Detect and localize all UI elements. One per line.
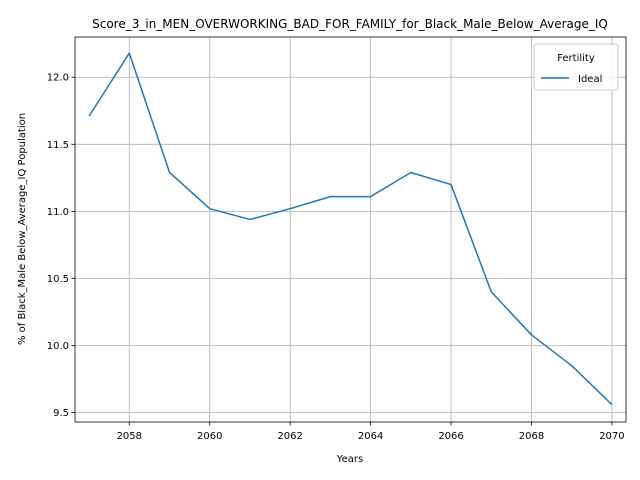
x-axis-label: Years (336, 454, 363, 465)
y-axis: 9.5 10.0 10.5 11.0 11.5 12.0 (47, 73, 75, 419)
chart-title: Score_3_in_MEN_OVERWORKING_BAD_FOR_FAMIL… (92, 17, 608, 31)
y-tick-label: 10.0 (47, 341, 69, 352)
y-tick-label: 9.5 (53, 408, 69, 419)
x-tick-label: 2062 (277, 431, 302, 442)
y-tick-label: 12.0 (47, 73, 69, 84)
grid (75, 37, 626, 422)
x-tick-label: 2070 (599, 431, 624, 442)
legend-box (533, 43, 619, 91)
legend: Fertility Ideal (533, 43, 619, 91)
y-tick-label: 11.5 (47, 140, 69, 151)
x-tick-label: 2060 (197, 431, 222, 442)
x-tick-label: 2064 (358, 431, 383, 442)
x-tick-label: 2068 (519, 431, 544, 442)
y-tick-label: 11.0 (47, 207, 69, 218)
legend-title: Fertility (557, 53, 595, 64)
x-axis: 2058 2060 2062 2064 2066 2068 2070 (117, 422, 625, 442)
y-axis-label: % of Black_Male Below_Average_IQ Populat… (17, 113, 28, 345)
legend-entry-ideal: Ideal (578, 74, 602, 85)
plot-frame (74, 36, 627, 423)
series-group (88, 52, 613, 406)
series-line-ideal (88, 52, 613, 406)
y-tick-label: 10.5 (47, 274, 69, 285)
x-tick-label: 2058 (117, 431, 142, 442)
x-tick-label: 2066 (438, 431, 463, 442)
